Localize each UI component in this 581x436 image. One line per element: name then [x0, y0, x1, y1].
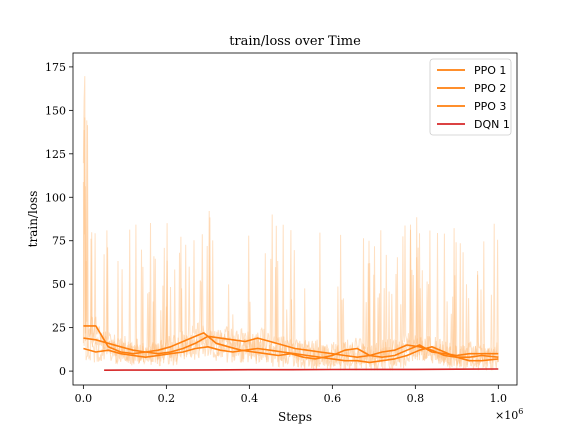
- y-tick-label: 50: [52, 278, 66, 291]
- raw-noise-layer: [82, 76, 499, 371]
- x-tick-label: 1.0: [490, 392, 508, 405]
- y-tick-label: 100: [45, 191, 66, 204]
- x-tick-label: 0.6: [324, 392, 342, 405]
- y-axis: 0 25 50 75 100 125 150 175: [45, 61, 73, 378]
- legend-label: PPO 3: [474, 100, 506, 113]
- x-axis-multiplier-exponent: 6: [518, 407, 523, 416]
- x-axis-label: Steps: [278, 410, 312, 424]
- x-tick-label: 0.0: [75, 392, 93, 405]
- x-axis-multiplier-base: ×10: [495, 409, 518, 422]
- raw-noise-line: [82, 129, 499, 371]
- x-axis: 0.0 0.2 0.4 0.6 0.8 1.0: [75, 385, 507, 405]
- x-tick-label: 0.8: [407, 392, 425, 405]
- legend-label: PPO 2: [474, 82, 506, 95]
- legend-label: DQN 1: [474, 118, 510, 131]
- y-tick-label: 125: [45, 148, 66, 161]
- x-tick-label: 0.2: [158, 392, 176, 405]
- y-tick-label: 0: [59, 365, 66, 378]
- series-line-dqn-1: [104, 368, 499, 372]
- legend-box: [429, 58, 512, 136]
- x-axis-multiplier: ×106: [495, 407, 523, 422]
- x-tick-label: 0.4: [241, 392, 259, 405]
- y-axis-label: train/loss: [26, 191, 40, 248]
- raw-noise-line: [82, 117, 499, 369]
- raw-noise-line: [82, 76, 499, 371]
- y-tick-label: 175: [45, 61, 66, 74]
- y-tick-label: 75: [52, 235, 66, 248]
- chart-title: train/loss over Time: [229, 34, 361, 49]
- legend: PPO 1 PPO 2 PPO 3 DQN 1: [429, 58, 512, 136]
- series-line-ppo-3: [83, 345, 499, 364]
- legend-label: PPO 1: [474, 64, 506, 77]
- plot-area-frame: [72, 52, 518, 386]
- y-tick-label: 25: [52, 322, 66, 335]
- series-layer: [83, 325, 499, 372]
- y-tick-label: 150: [45, 104, 66, 117]
